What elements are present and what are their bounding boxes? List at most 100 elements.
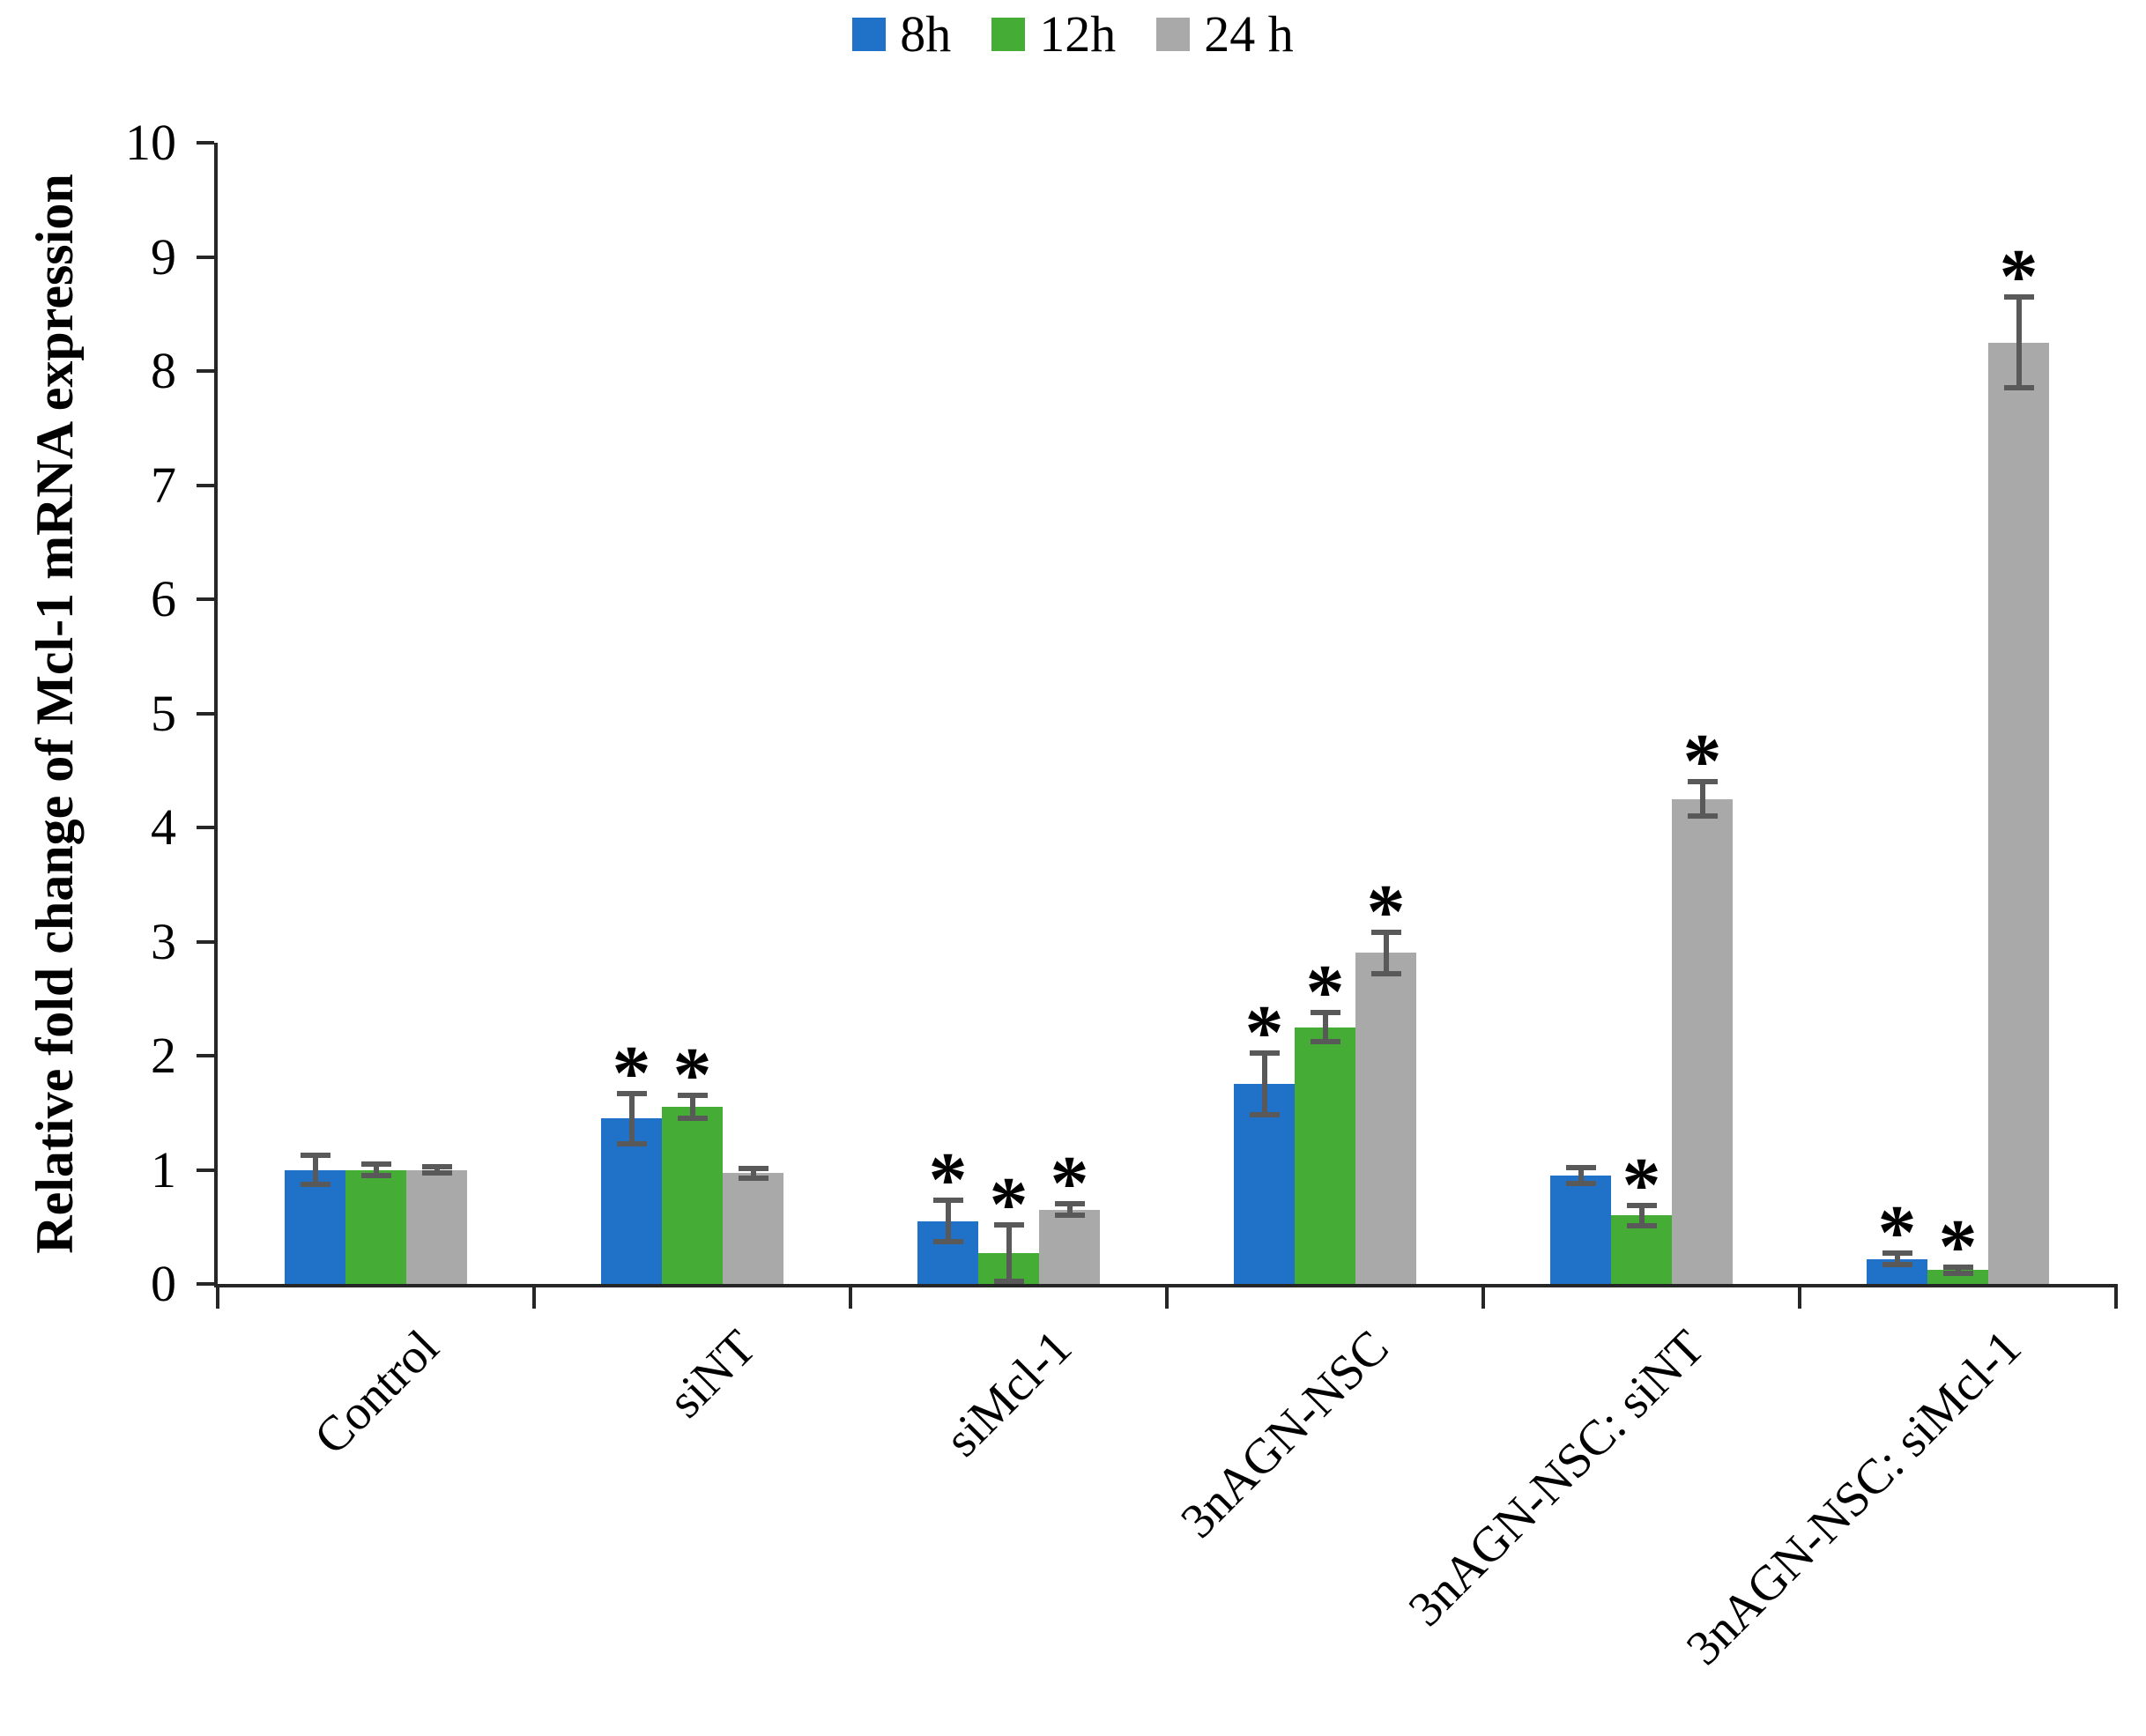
- significance-asterisk: *: [1050, 1141, 1089, 1228]
- error-bar: [945, 1200, 951, 1243]
- bar-24-h-control: [406, 1169, 467, 1284]
- legend: 8h 12h 24 h: [0, 9, 2146, 60]
- error-bar: [1006, 1224, 1012, 1282]
- y-tick-label: 4: [151, 798, 176, 856]
- legend-swatch-24h: [1156, 18, 1191, 51]
- error-bar: [1638, 1205, 1645, 1226]
- significance-asterisk: *: [989, 1161, 1028, 1248]
- error-bar: [373, 1164, 379, 1176]
- y-tick-label: 9: [151, 227, 176, 286]
- x-tick-mark: [1481, 1284, 1485, 1309]
- x-category-label: 3nAGN-NSC: siMcl-1: [1675, 1319, 2032, 1676]
- bar-24-h-3nagn-nsc-sint: [1672, 798, 1733, 1284]
- legend-item-12h: 12h: [991, 9, 1116, 60]
- error-bar-cap-top: [1565, 1164, 1596, 1170]
- bar-12h-3nagn-nsc-simcl-1: [1927, 1270, 1988, 1284]
- y-tick-label: 3: [151, 912, 176, 970]
- legend-item-8h: 8h: [852, 9, 951, 60]
- error-bar-cap-top: [1370, 930, 1401, 936]
- error-bar: [1066, 1204, 1073, 1216]
- significance-asterisk: *: [1622, 1142, 1661, 1228]
- error-bar-cap-bottom: [993, 1279, 1024, 1285]
- significance-asterisk: *: [612, 1030, 651, 1117]
- significance-asterisk: *: [1305, 949, 1345, 1035]
- y-tick-mark: [197, 826, 214, 829]
- error-bar-cap-top: [300, 1152, 330, 1158]
- legend-swatch-8h: [852, 18, 887, 51]
- error-bar-cap-top: [1626, 1202, 1657, 1208]
- error-bar-cap-bottom: [1370, 970, 1401, 976]
- error-bar-cap-top: [616, 1090, 647, 1096]
- error-bar-cap-bottom: [1687, 813, 1718, 820]
- bar-12h-3nagn-nsc: [1295, 1027, 1355, 1284]
- error-bar-cap-bottom: [300, 1182, 330, 1188]
- error-bar-cap-top: [360, 1161, 391, 1168]
- error-bar-cap-bottom: [421, 1170, 452, 1176]
- x-category-label: siNT: [657, 1319, 767, 1428]
- error-bar-cap-top: [932, 1198, 963, 1204]
- y-tick-mark: [197, 597, 214, 601]
- y-tick-label: 10: [125, 114, 176, 171]
- error-bar-cap-bottom: [1310, 1039, 1340, 1045]
- bar-8h-control: [285, 1169, 345, 1284]
- y-tick-label: 6: [151, 570, 176, 627]
- x-tick-mark: [216, 1284, 219, 1309]
- legend-label-8h: 8h: [900, 5, 952, 63]
- significance-asterisk: *: [672, 1033, 712, 1119]
- error-bar-cap-top: [1310, 1009, 1340, 1015]
- error-bar: [2016, 296, 2022, 389]
- bar-24-h-3nagn-nsc-simcl-1: [1988, 342, 2049, 1284]
- error-bar-cap-top: [1882, 1250, 1912, 1257]
- y-tick-mark: [197, 711, 214, 716]
- error-bar-cap-bottom: [1249, 1112, 1280, 1118]
- error-bar: [1955, 1266, 1961, 1274]
- significance-asterisk: *: [1999, 234, 2038, 320]
- error-bar-cap-bottom: [2003, 385, 2034, 391]
- x-tick-mark: [1165, 1284, 1169, 1309]
- error-bar-cap-bottom: [1626, 1222, 1657, 1228]
- error-bar-cap-top: [1942, 1264, 1973, 1270]
- significance-asterisk: *: [1366, 870, 1406, 956]
- significance-asterisk: *: [1682, 719, 1722, 805]
- x-tick-mark: [849, 1284, 852, 1309]
- error-bar: [1699, 782, 1705, 817]
- bar-8h-3nagn-nsc-sint: [1550, 1175, 1611, 1284]
- x-category-label: 3nAGN-NSC: [1170, 1319, 1400, 1549]
- x-tick-mark: [2114, 1284, 2118, 1309]
- y-tick-label: 5: [151, 684, 176, 742]
- error-bar: [689, 1095, 695, 1119]
- error-bar-cap-bottom: [1882, 1261, 1912, 1267]
- y-tick-mark: [197, 1054, 214, 1057]
- error-bar: [434, 1166, 440, 1174]
- y-tick-label: 8: [151, 342, 176, 399]
- bar-12h-control: [345, 1169, 406, 1284]
- y-tick-mark: [197, 369, 214, 373]
- significance-asterisk: *: [928, 1138, 968, 1224]
- y-tick-label: 2: [151, 1027, 176, 1084]
- error-bar-cap-bottom: [1054, 1213, 1085, 1219]
- error-bar: [1322, 1012, 1328, 1042]
- x-tick-mark: [532, 1284, 536, 1309]
- bar-12h-sint: [662, 1107, 723, 1284]
- y-tick-mark: [197, 939, 214, 944]
- significance-asterisk: *: [1244, 990, 1284, 1077]
- error-bar: [1383, 932, 1389, 974]
- x-category-label: Control: [304, 1319, 450, 1465]
- y-tick-label: 7: [151, 456, 176, 514]
- error-bar-cap-top: [421, 1163, 452, 1169]
- error-bar: [628, 1093, 635, 1144]
- y-axis-line: [214, 143, 218, 1287]
- error-bar-cap-bottom: [677, 1116, 708, 1122]
- legend-item-24h: 24 h: [1156, 9, 1294, 60]
- error-bar-cap-top: [738, 1166, 769, 1172]
- x-category-label: 3nAGN-NSC: siNT: [1398, 1319, 1716, 1637]
- error-bar-cap-top: [1249, 1050, 1280, 1057]
- error-bar: [750, 1168, 756, 1178]
- y-tick-label: 0: [151, 1255, 176, 1312]
- legend-label-24h: 24 h: [1204, 5, 1294, 63]
- y-tick-mark: [197, 1168, 214, 1172]
- error-bar-cap-top: [677, 1093, 708, 1099]
- error-bar-cap-top: [1687, 779, 1718, 785]
- error-bar: [312, 1154, 318, 1185]
